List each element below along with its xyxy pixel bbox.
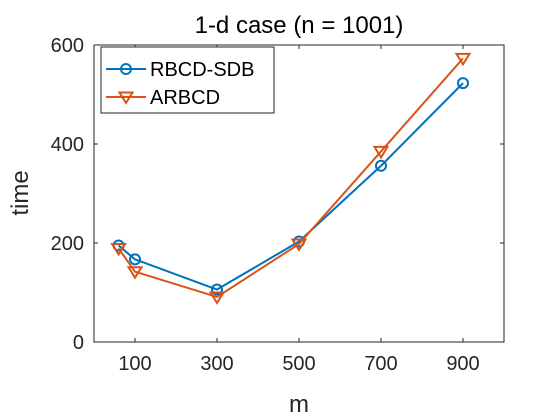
x-tick-label-500: 500 [282,353,315,375]
legend: RBCD-SDB ARBCD [100,46,275,114]
legend-label-arbcd: ARBCD [150,87,220,109]
y-tick-label-400: 400 [51,134,84,156]
series-arbcd [110,52,472,305]
legend-marker-arbcd [117,91,135,105]
series-line-rbcd-sdb [117,82,464,291]
y-axis-label: time [7,170,34,215]
point-rbcd-sdb-700 [375,159,387,172]
point-arbcd-300 [208,291,226,305]
chart-title: 1-d case (n = 1001) [195,12,404,39]
x-tick-label-100: 100 [118,353,151,375]
axes-layer: 100 300 500 700 900 0 200 400 600 [51,35,505,375]
legend-entry-arbcd: ARBCD [106,87,220,109]
legend-marker-rbcd-sdb [120,63,132,75]
point-rbcd-sdb-100 [129,253,141,266]
point-arbcd-700 [372,145,390,160]
y-tick-label-600: 600 [51,35,84,57]
x-tick-label-700: 700 [364,353,397,375]
legend-entry-rbcd-sdb: RBCD-SDB [106,59,254,81]
point-arbcd-100 [126,266,144,280]
series-layer [110,52,472,305]
y-tick-label-0: 0 [73,332,84,354]
point-arbcd-60 [110,242,127,257]
point-arbcd-500 [290,238,308,252]
legend-box [100,46,275,114]
x-axis-label: m [289,391,309,418]
point-rbcd-sdb-300 [211,283,223,296]
point-arbcd-900 [454,52,472,67]
x-tick-label-900: 900 [446,353,479,375]
legend-label-rbcd-sdb: RBCD-SDB [150,59,254,81]
y-tick-label-200: 200 [51,233,84,255]
point-rbcd-sdb-900 [457,77,469,90]
x-tick-label-300: 300 [200,353,233,375]
